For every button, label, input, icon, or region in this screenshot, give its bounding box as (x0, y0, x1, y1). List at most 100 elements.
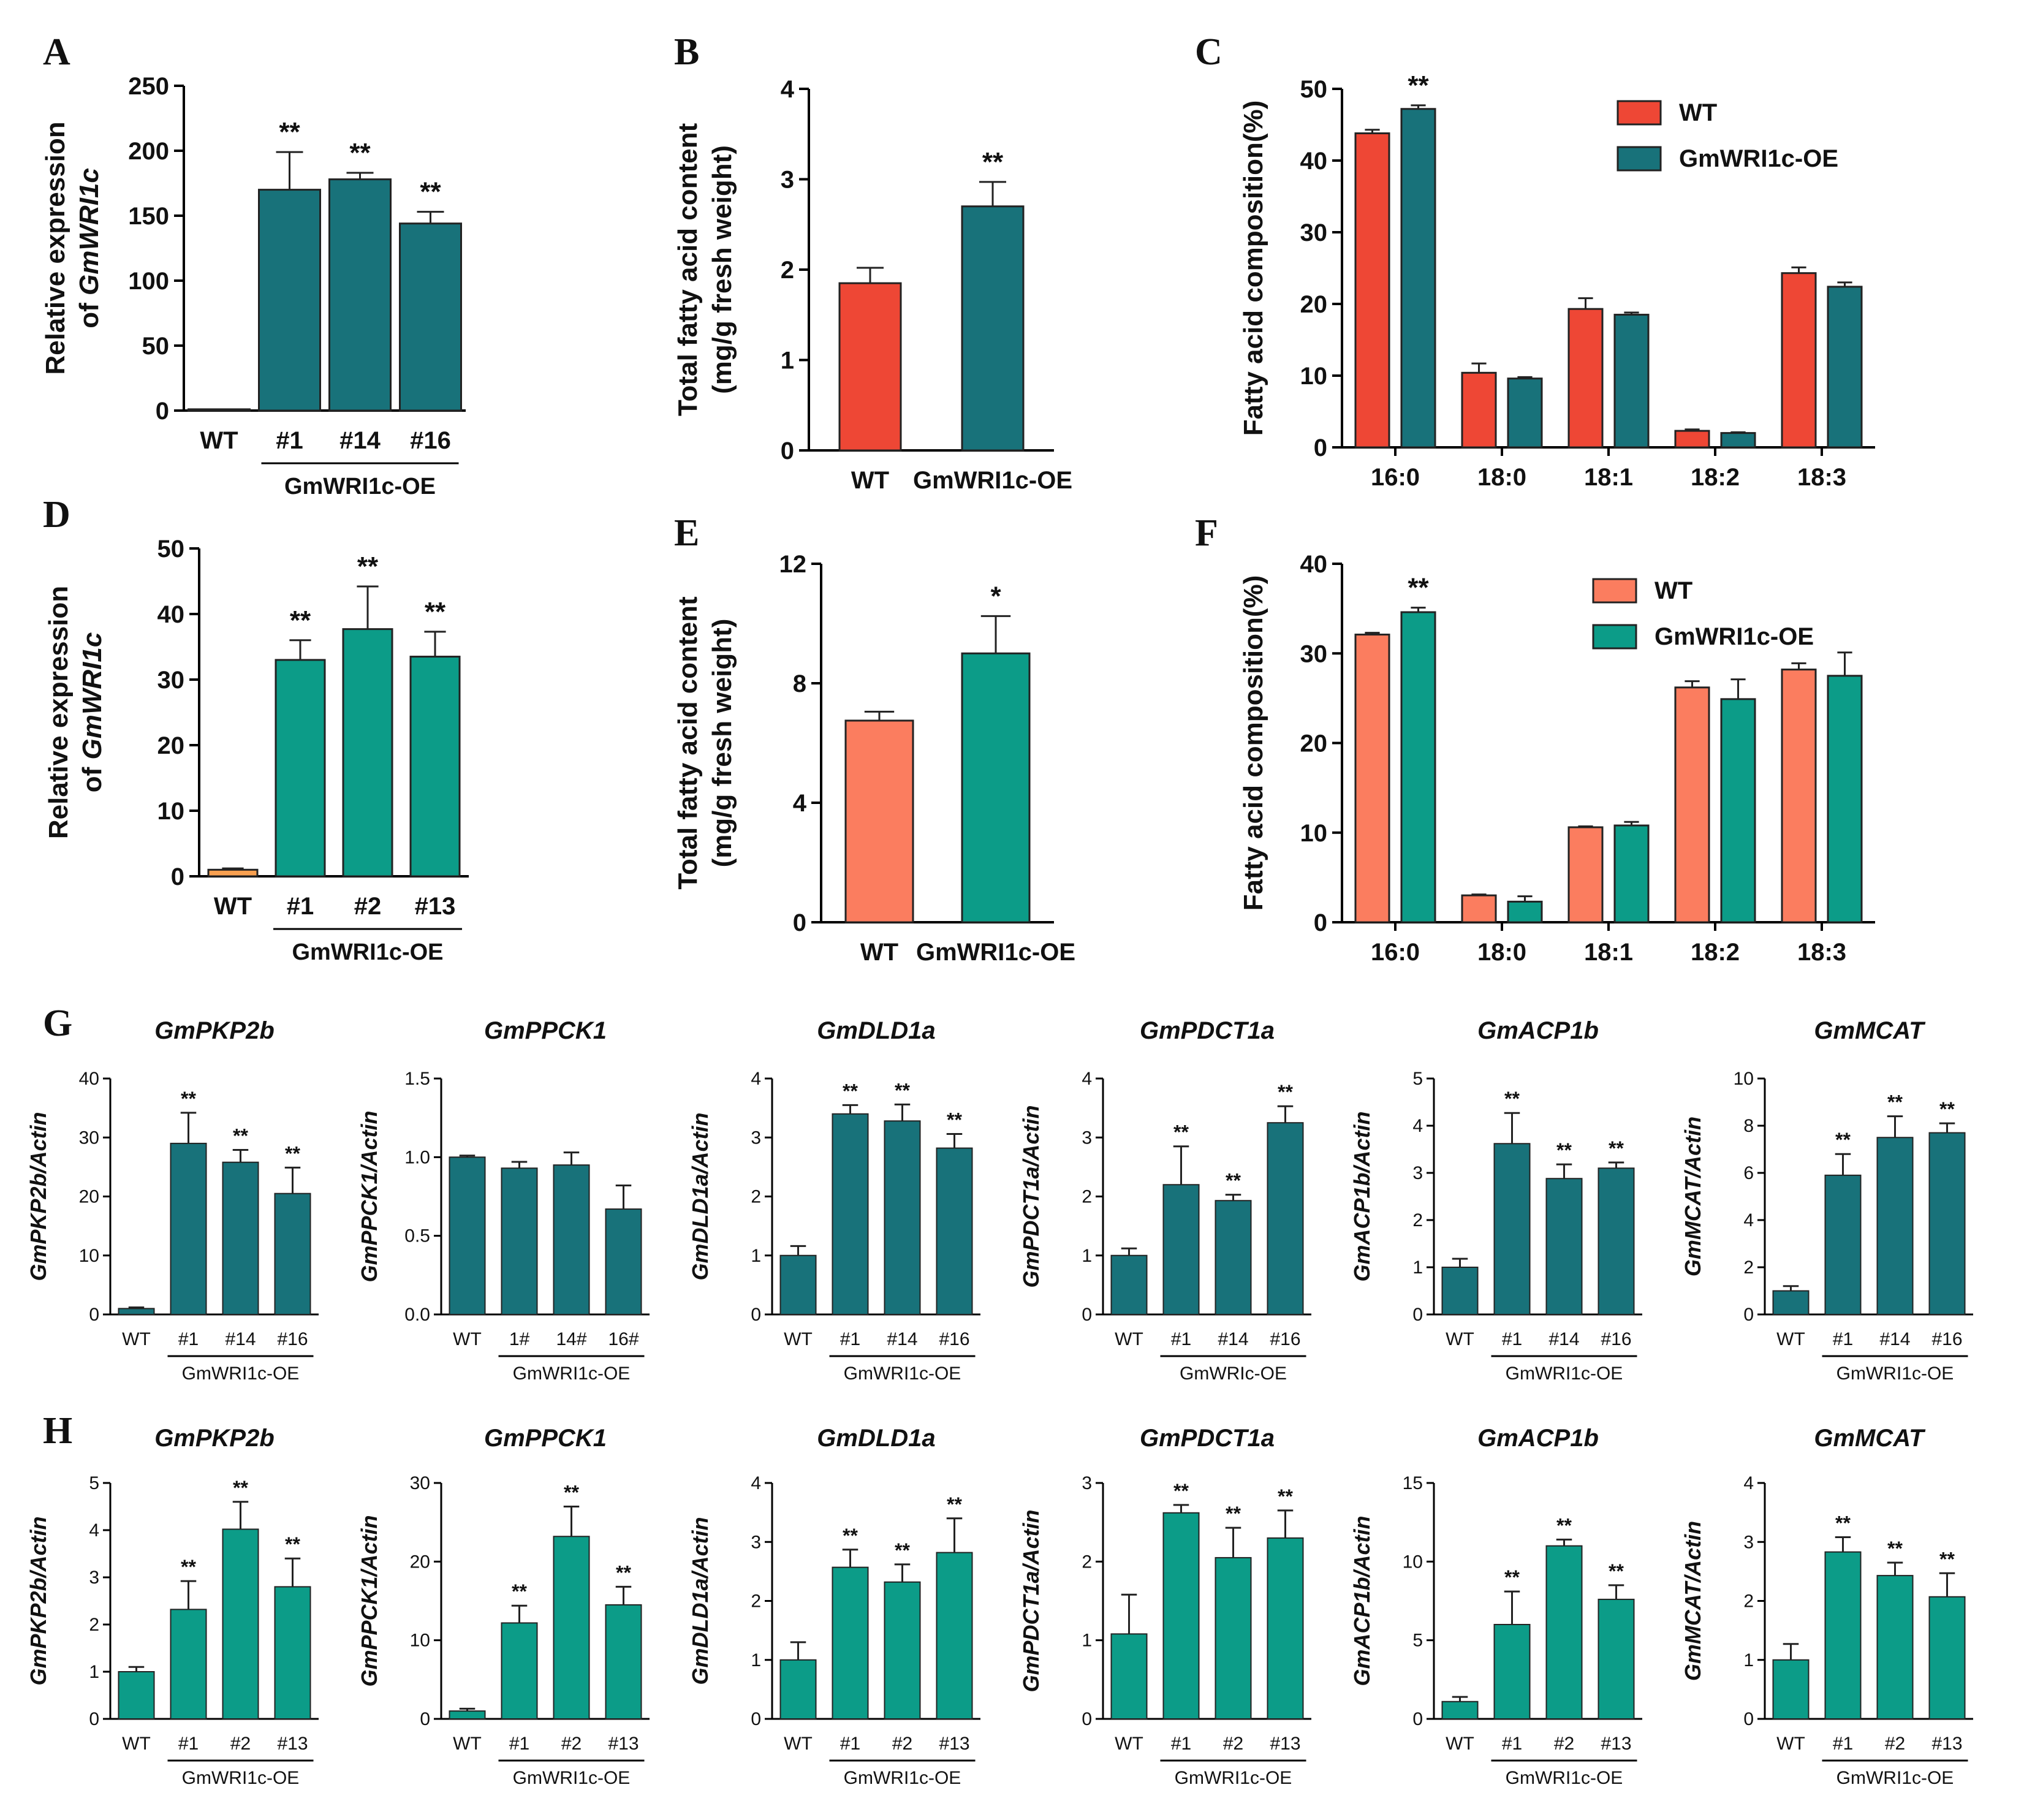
bar (1354, 132, 1390, 449)
bar (1162, 1512, 1200, 1720)
y-axis-label: Fatty acid composition(%) (1238, 575, 1268, 911)
y-tick-label: 0 (751, 1305, 761, 1325)
bar (1507, 900, 1543, 923)
bar (1110, 1633, 1148, 1720)
y-tick-label: 0 (1743, 1709, 1754, 1729)
y-axis-label: GmMCAT/Actin (1680, 1117, 1705, 1276)
y-tick-label: 5 (1412, 1069, 1423, 1089)
chart-H4: GmPDCT1a 0 1 2 3 GmPDCT1a/Actin WT ** #1 ** #2 ** #1… (1018, 1425, 1311, 1788)
x-tick-label: 18:3 (1797, 939, 1846, 966)
bar (188, 408, 251, 412)
significance-label: ** (895, 1079, 910, 1101)
y-tick-label: 5 (1412, 1631, 1423, 1651)
significance-label: ** (285, 1142, 300, 1164)
x-tick-label: #1 (1171, 1734, 1191, 1754)
x-tick-label: #14 (887, 1329, 917, 1349)
y-tick-label: 4 (1743, 1473, 1754, 1493)
x-tick-label: 18:1 (1584, 464, 1633, 491)
x-tick-label: #1 (178, 1734, 199, 1754)
bar (1567, 826, 1604, 923)
bar (274, 1586, 311, 1720)
bar (936, 1552, 973, 1720)
y-label-of: of (77, 760, 107, 793)
significance-label: ** (1504, 1088, 1520, 1110)
bar (1400, 611, 1436, 923)
y-tick-label: 50 (1300, 76, 1328, 103)
significance-label: ** (1609, 1560, 1624, 1582)
bar (170, 1609, 207, 1720)
x-tick-label: WT (1446, 1329, 1474, 1349)
x-tick-label: #1 (276, 427, 303, 454)
x-tick-label: WT (453, 1329, 482, 1349)
y-tick-label: 40 (79, 1069, 99, 1089)
y-tick-label: 0 (1314, 434, 1327, 461)
bar (449, 1710, 486, 1720)
chart-A: A 0 50 100 150 200 250 Relative expression of Gm… (40, 31, 466, 499)
bar (274, 1192, 311, 1315)
significance-label: ** (1173, 1121, 1189, 1143)
y-tick-label: 0 (1314, 909, 1327, 936)
y-tick-label: 0 (156, 398, 169, 425)
x-tick-label: WT (214, 893, 252, 920)
bar (328, 178, 392, 412)
significance-label: ** (1278, 1485, 1293, 1507)
chart-title: GmPPCK1 (484, 1017, 607, 1044)
significance-label: ** (1556, 1514, 1572, 1536)
y-label-gene: GmDLD1a (688, 1174, 713, 1280)
x-tick-label: #2 (1554, 1734, 1574, 1754)
x-tick-label: #16 (410, 427, 451, 454)
chart-B: B 0 1 2 3 4 Total fatty acid content (mg/g fres… (673, 31, 1072, 494)
bar (779, 1659, 817, 1720)
y-axis-label: Total fatty acid content (673, 123, 703, 416)
x-tick-label: #14 (1218, 1329, 1248, 1349)
x-tick-label: #16 (277, 1329, 308, 1349)
y-label-ref: /Actin (26, 1516, 51, 1579)
x-tick-label: 14# (556, 1329, 586, 1349)
y-tick-label: 0 (1412, 1709, 1423, 1729)
chart-H1: H GmPKP2b 0 1 2 3 4 5 GmPKP2b/Actin WT ** #1 ** #2 ** #… (26, 1410, 319, 1788)
group-label: GmWRI1c-OE (1506, 1768, 1623, 1788)
y-tick-label: 0 (751, 1709, 761, 1729)
y-tick-label: 0.5 (404, 1226, 430, 1246)
significance-label: ** (1887, 1538, 1903, 1560)
bar (844, 719, 914, 923)
bar (1215, 1556, 1252, 1720)
significance-label: ** (181, 1088, 196, 1110)
bar (605, 1208, 642, 1315)
y-axis-label: GmPPCK1/Actin (357, 1110, 382, 1282)
bar (1507, 377, 1543, 449)
y-label-ref: /Actin (357, 1515, 382, 1577)
chart-title: GmPDCT1a (1140, 1017, 1275, 1044)
y-tick-label: 0 (1082, 1709, 1092, 1729)
x-tick-label: 16# (608, 1329, 639, 1349)
x-tick-label: #13 (608, 1734, 639, 1754)
significance-label: ** (1939, 1098, 1955, 1120)
significance-label: ** (233, 1477, 248, 1499)
y-tick-label: 1.0 (404, 1147, 430, 1167)
y-tick-label: 200 (128, 138, 169, 165)
bar (832, 1113, 869, 1315)
bar (1674, 686, 1710, 923)
x-tick-label: #13 (1931, 1734, 1962, 1754)
x-tick-label: WT (1776, 1734, 1805, 1754)
x-tick-label: #2 (354, 893, 382, 920)
x-tick-label: 18:0 (1477, 939, 1526, 966)
x-tick-label: #1 (1502, 1734, 1522, 1754)
y-tick-label: 2 (1412, 1210, 1423, 1230)
bar (1613, 824, 1650, 923)
y-tick-label: 4 (1082, 1069, 1092, 1089)
x-tick-label: #1 (1502, 1329, 1522, 1349)
y-label-gene: GmPPCK1 (357, 1172, 382, 1282)
panel-letter-F: F (1195, 512, 1218, 554)
y-tick-label: 4 (751, 1069, 761, 1089)
y-tick-label: 1.5 (404, 1069, 430, 1089)
significance-label: ** (1226, 1503, 1241, 1525)
y-tick-label: 2 (1743, 1591, 1754, 1612)
y-tick-label: 8 (793, 670, 806, 697)
chart-title: GmMCAT (1814, 1017, 1926, 1044)
y-label-gene: GmWRI1c (74, 168, 104, 295)
bar (1493, 1624, 1531, 1720)
x-tick-label: #1 (287, 893, 314, 920)
bar (1267, 1122, 1304, 1315)
